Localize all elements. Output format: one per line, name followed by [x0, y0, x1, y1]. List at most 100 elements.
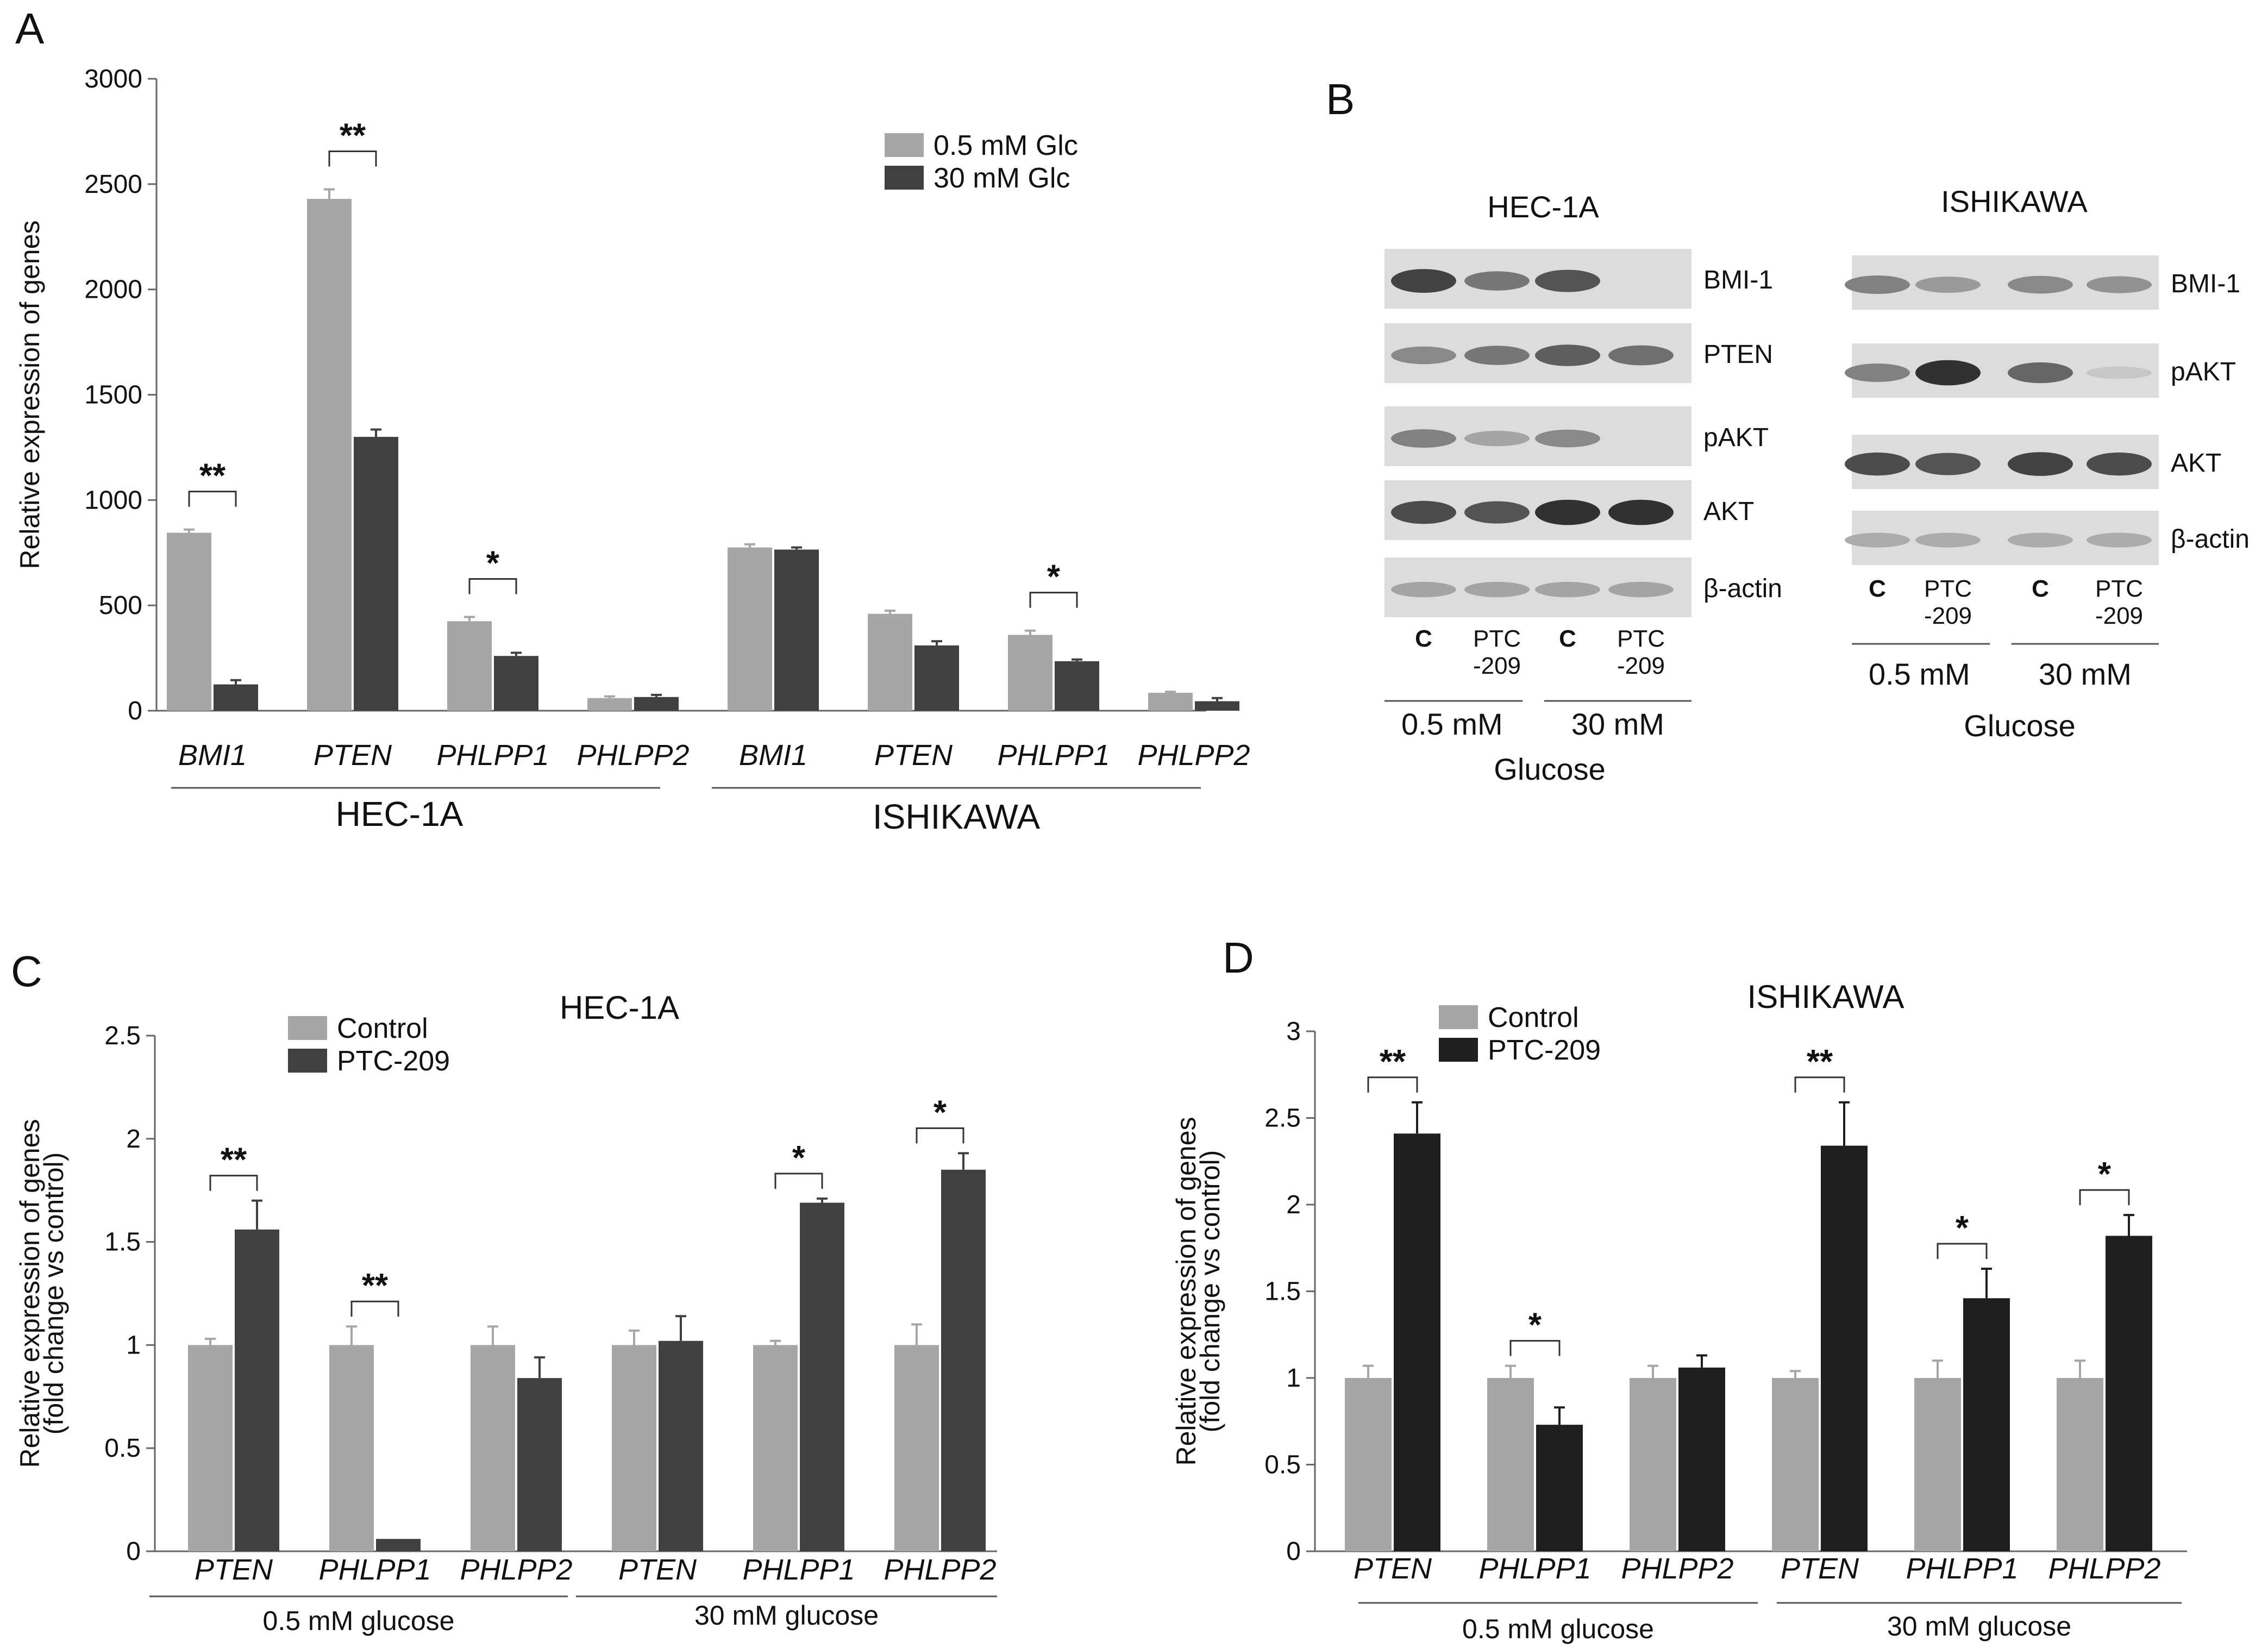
significance-stars: *: [486, 544, 500, 582]
significance-stars: *: [1956, 1210, 1969, 1247]
blot-band: [1391, 581, 1456, 598]
legend-label: Control: [337, 1013, 428, 1044]
bar: [354, 437, 398, 711]
legend-swatch: [885, 166, 924, 190]
y-tick-label: 0.5: [104, 1434, 141, 1463]
blot-title: ISHIKAWA: [1941, 184, 2088, 218]
bar: [307, 198, 352, 711]
significance-stars: **: [1807, 1043, 1833, 1081]
chart-a: 0 500 1000 1500 2000 2500 3000 Relative express…: [15, 65, 1250, 836]
significance-bracket: [774, 1173, 823, 1189]
y-tick-label: 1000: [84, 486, 142, 515]
chart-d: 0 0.5 1 1.5 2 2.5 3 Relative expression of gene…: [1171, 979, 2187, 1644]
protein-label: β-actin: [2171, 525, 2250, 554]
blot-band: [1391, 269, 1456, 293]
significance-bracket: [2079, 1189, 2130, 1206]
group-label: 0.5 mM glucose: [1462, 1614, 1654, 1644]
significance-bracket: [468, 578, 517, 594]
panel-label-c: C: [11, 947, 42, 995]
bar: [517, 1378, 562, 1551]
protein-label: β-actin: [1703, 574, 1782, 603]
legend-label: Control: [1488, 1002, 1579, 1033]
category-label: PTEN: [314, 739, 392, 772]
chart-c: 0 0.5 1 1.5 2 2.5 Relative expression of genes…: [15, 989, 997, 1636]
significance-stars: **: [1380, 1043, 1406, 1081]
significance-bracket: [209, 1175, 258, 1191]
bar: [1394, 1133, 1440, 1551]
lane-label: -209: [2095, 603, 2143, 629]
bar: [1008, 635, 1052, 711]
bar: [2057, 1378, 2103, 1551]
significance-bracket: [1367, 1076, 1418, 1093]
protein-label: PTEN: [1703, 340, 1773, 369]
bar: [753, 1345, 798, 1551]
significance-bracket: [328, 151, 377, 167]
significance-bracket: [1029, 592, 1078, 608]
bar: [1148, 693, 1193, 711]
blot-band: [1464, 501, 1530, 524]
blot-band: [1608, 345, 1674, 366]
bar: [659, 1340, 703, 1551]
lane-label: C: [1869, 575, 1886, 602]
protein-label: pAKT: [1703, 423, 1769, 452]
blot-band: [1845, 532, 1910, 548]
bar: [1914, 1378, 1961, 1551]
chart-title: ISHIKAWA: [1747, 979, 1904, 1015]
blot-band: [1464, 581, 1530, 598]
bar: [447, 621, 492, 711]
legend-swatch: [288, 1049, 327, 1073]
blot-band: [1915, 532, 1981, 548]
bar: [612, 1345, 656, 1551]
bar: [235, 1229, 279, 1551]
y-tick-label: 2: [126, 1125, 141, 1154]
legend-swatch: [1439, 1038, 1478, 1062]
group-label: 30 mM glucose: [694, 1600, 879, 1631]
y-tick-label: 500: [99, 591, 142, 620]
lane-label: PTC: [1617, 625, 1665, 652]
y-tick-label: 0.5: [1264, 1451, 1301, 1480]
significance-stars: **: [199, 458, 226, 495]
legend-swatch: [885, 133, 924, 157]
y-tick-label: 1.5: [1264, 1277, 1301, 1306]
category-label: PHLPP2: [460, 1553, 572, 1586]
lane-label: C: [1415, 625, 1432, 652]
blot-band: [1535, 429, 1600, 448]
chart-title: HEC-1A: [560, 989, 679, 1026]
bar: [1821, 1145, 1868, 1551]
blot-band: [1535, 270, 1600, 292]
significance-stars: **: [221, 1142, 247, 1179]
group-label: HEC-1A: [336, 794, 463, 834]
blot-band: [1915, 360, 1981, 386]
significance-bracket: [350, 1300, 399, 1317]
lane-label: PTC: [1924, 575, 1972, 602]
y-tick-label: 2.5: [104, 1022, 141, 1050]
lane-label: C: [1559, 625, 1576, 652]
legend-label: 30 mM Glc: [933, 162, 1070, 194]
bar: [634, 697, 679, 711]
blot-band: [1845, 364, 1910, 382]
bar: [1195, 701, 1239, 711]
bar: [376, 1539, 421, 1551]
category-label: PHLPP2: [884, 1553, 996, 1586]
category-label: BMI1: [739, 739, 807, 772]
significance-bracket: [188, 491, 237, 507]
significance-stars: **: [362, 1267, 389, 1305]
protein-label: BMI-1: [1703, 266, 1773, 294]
category-label: PHLPP1: [436, 739, 549, 772]
bar: [329, 1345, 374, 1551]
lane-label: -209: [1617, 653, 1665, 679]
legend-swatch: [1439, 1005, 1478, 1029]
bar: [188, 1345, 233, 1551]
y-axis-label: Relative expression of genes: [1171, 1117, 1201, 1465]
category-label: PTEN: [874, 739, 953, 772]
significance-stars: **: [340, 117, 366, 155]
bar: [471, 1345, 515, 1551]
panel-label-a: A: [15, 4, 45, 53]
lane-label: PTC: [1473, 625, 1521, 652]
condition-label: 0.5 mM: [1869, 657, 1970, 691]
lane-label: PTC: [2095, 575, 2143, 602]
significance-bracket: [916, 1127, 964, 1144]
group-label: 30 mM glucose: [1887, 1611, 2071, 1641]
